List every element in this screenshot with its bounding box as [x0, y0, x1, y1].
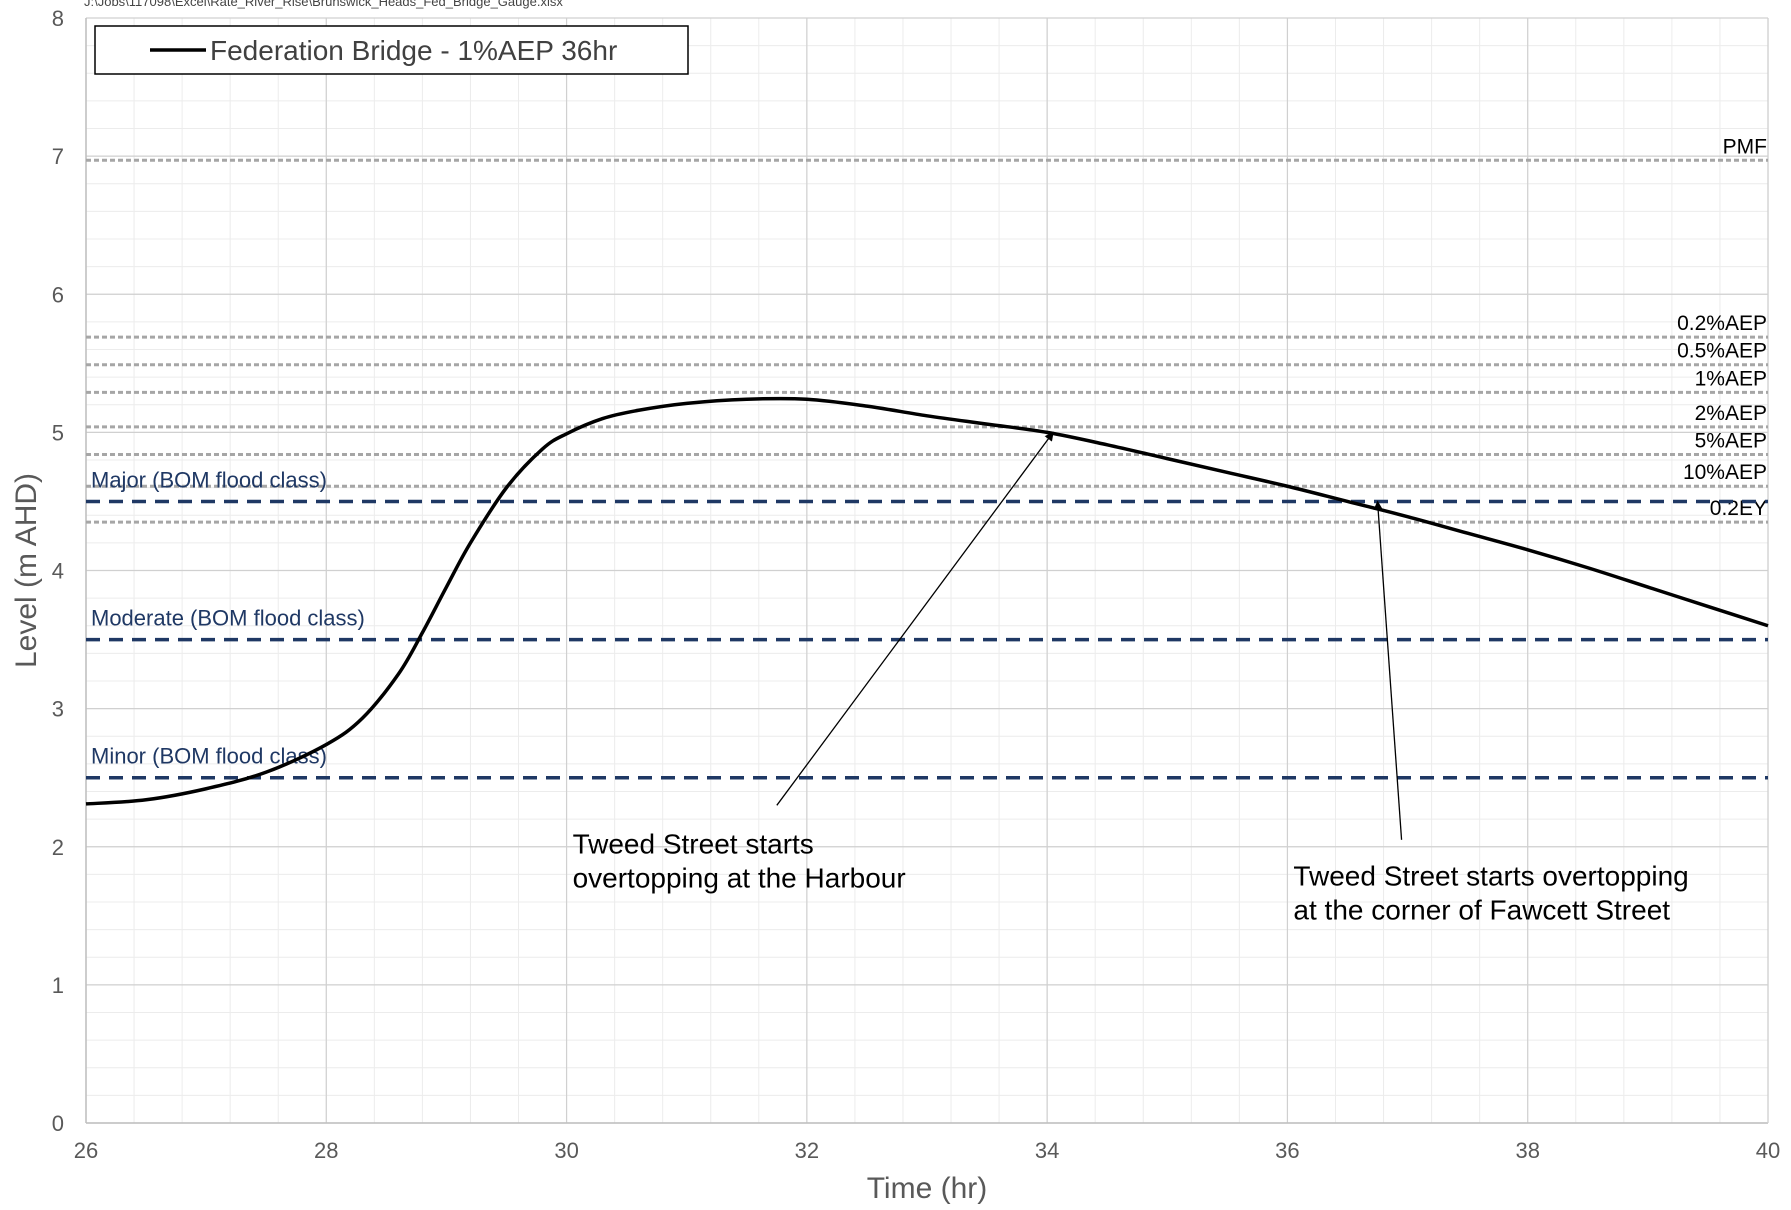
y-tick-label: 3: [52, 697, 64, 722]
reference-line-label: 0.2%AEP: [1677, 312, 1767, 335]
x-tick-label: 38: [1515, 1138, 1539, 1163]
flood-class-lines: Major (BOM flood class) Moderate (BOM flo…: [86, 467, 1768, 780]
annotation-text: Tweed Street starts: [573, 829, 814, 860]
x-tick-label: 34: [1035, 1138, 1059, 1163]
series-group: [85, 396, 1769, 806]
y-axis-title: Level (m AHD): [10, 473, 43, 668]
annotation-text: Tweed Street starts overtopping: [1293, 860, 1688, 891]
file-path-label: J:\Jobs\117098\Excel\Rate_River_Rise\Bru…: [84, 0, 563, 9]
y-tick-label: 4: [52, 559, 64, 584]
x-tick-label: 26: [74, 1138, 98, 1163]
legend: Federation Bridge - 1%AEP 36hr: [94, 25, 689, 75]
x-axis-title: Time (hr): [867, 1172, 988, 1205]
plot-area: [85, 18, 1769, 1124]
y-tick-label: 7: [52, 144, 64, 169]
x-tick-label: 28: [314, 1138, 338, 1163]
reference-line-label: 0.5%AEP: [1677, 340, 1767, 363]
reference-line-label: 2%AEP: [1695, 402, 1767, 425]
flood-class-label: Moderate (BOM flood class): [91, 606, 365, 631]
y-tick-label: 1: [52, 973, 64, 998]
legend-label: Federation Bridge - 1%AEP 36hr: [210, 35, 617, 66]
flood-class-label: Minor (BOM flood class): [91, 744, 327, 769]
x-tick-label: 32: [795, 1138, 819, 1163]
reference-line-label: 0.2EY: [1710, 497, 1767, 520]
y-tick-label: 0: [52, 1111, 64, 1136]
series-line: [85, 396, 1769, 806]
y-tick-label: 5: [52, 420, 64, 445]
annotation-text: overtopping at the Harbour: [573, 863, 906, 894]
annotation-text: at the corner of Fawcett Street: [1293, 894, 1670, 925]
y-tick-label: 6: [52, 282, 64, 307]
flood-class-label: Major (BOM flood class): [91, 467, 327, 492]
annotation-arrow: [1373, 500, 1403, 840]
x-tick-labels: 26 28 30 32 34 36 38 40: [74, 1138, 1780, 1163]
y-tick-label: 8: [52, 6, 64, 31]
reference-line-label: 5%AEP: [1695, 429, 1767, 452]
x-tick-label: 36: [1275, 1138, 1299, 1163]
annotation-arrow: [776, 431, 1054, 806]
x-tick-label: 40: [1756, 1138, 1780, 1163]
y-tick-labels: 0 1 2 3 4 5 6 7 8: [52, 6, 64, 1136]
y-tick-label: 2: [52, 835, 64, 860]
x-tick-label: 30: [554, 1138, 578, 1163]
aep-reference-lines: PMF 0.2%AEP 0.5%AEP 1%AEP 2%AEP 5%AEP 10%AEP 0.…: [86, 135, 1768, 524]
reference-line-label: 10%AEP: [1683, 461, 1767, 484]
reference-line-label: PMF: [1723, 135, 1767, 158]
reference-line-label: 1%AEP: [1695, 367, 1767, 390]
